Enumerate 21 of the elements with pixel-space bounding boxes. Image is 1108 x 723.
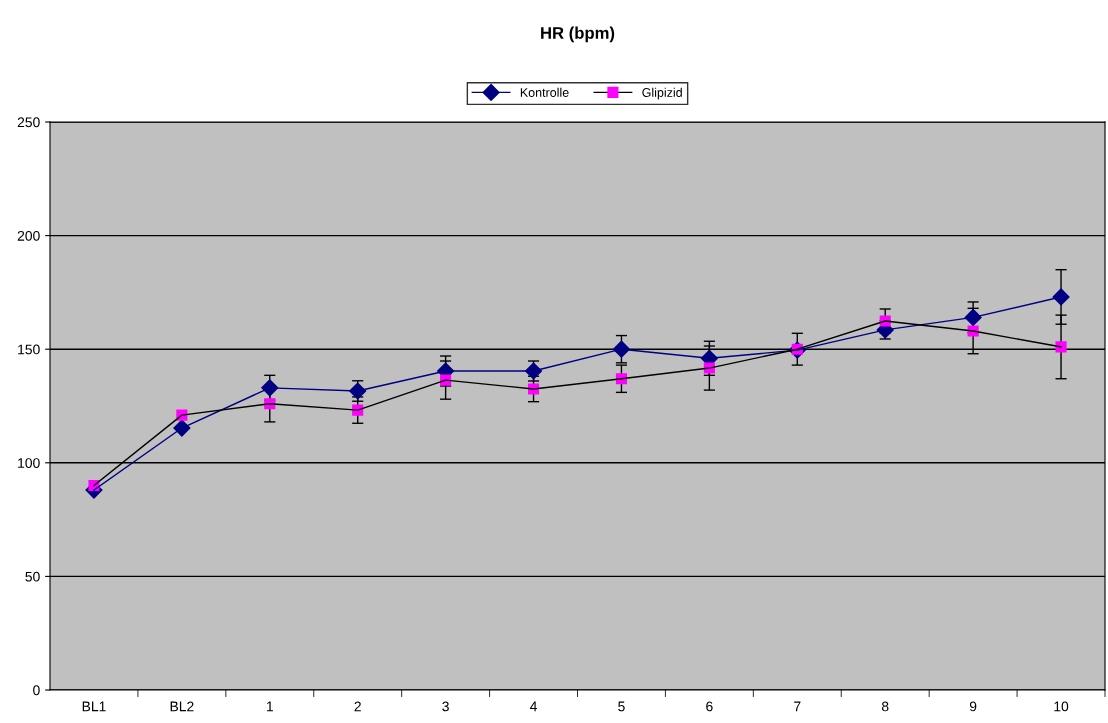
x-tick-label: 6 [706, 701, 713, 712]
x-tick-label: 7 [794, 701, 801, 712]
chart-title: HR (bpm) [541, 26, 615, 43]
x-tick-label: BL2 [170, 701, 194, 712]
x-tick-label: 9 [969, 701, 977, 712]
y-tick-label: 50 [25, 571, 40, 582]
y-tick-label: 250 [17, 117, 40, 128]
x-tick-label: 2 [354, 701, 361, 712]
legend-label: Glipizid [642, 87, 682, 100]
y-tick-label: 0 [33, 685, 40, 696]
x-tick-label: 8 [881, 701, 889, 712]
x-tick-label: 3 [442, 701, 449, 712]
legend-label: Kontrolle [520, 87, 569, 97]
x-tick-label: BL1 [82, 701, 106, 712]
y-tick-label: 200 [17, 230, 40, 241]
x-tick-label: 4 [530, 701, 537, 712]
y-tick-label: 150 [18, 344, 40, 355]
x-tick-label: 1 [266, 701, 273, 712]
x-tick-label: 5 [618, 701, 625, 712]
x-tick-label: 10 [1054, 701, 1069, 712]
y-tick-label: 100 [18, 458, 40, 468]
